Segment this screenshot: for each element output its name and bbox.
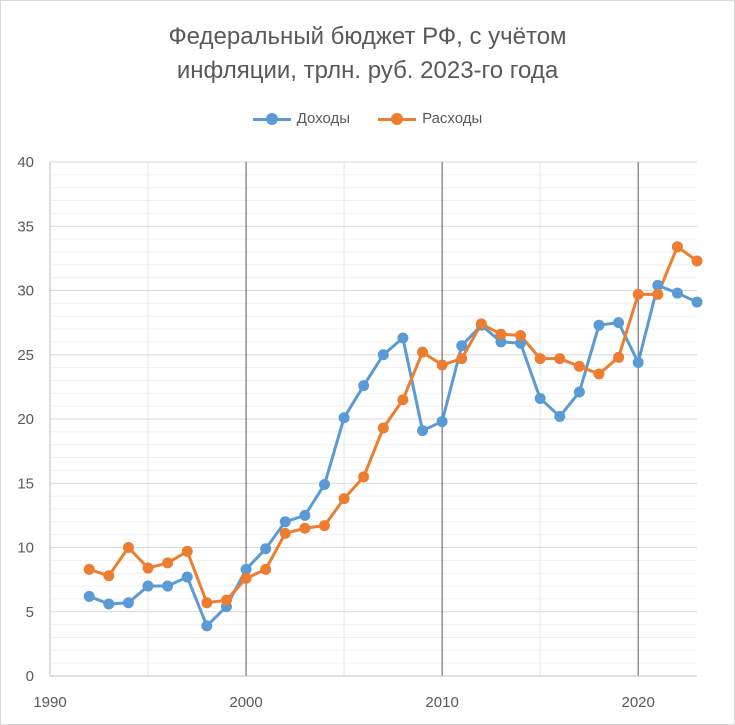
chart-legend: Доходы Расходы [0, 110, 735, 127]
data-point-income [299, 509, 311, 521]
data-point-income [201, 620, 213, 632]
y-tick-label: 40 [17, 154, 34, 171]
data-point-income [495, 336, 507, 348]
data-point-expenses [240, 572, 252, 584]
data-point-expenses [201, 597, 213, 609]
data-point-expenses [475, 318, 487, 330]
legend-item-expenses: Расходы [378, 110, 482, 127]
legend-label-expenses: Расходы [422, 110, 483, 127]
data-point-income [358, 380, 370, 392]
data-point-income [397, 332, 409, 344]
data-point-expenses [279, 527, 291, 539]
data-point-income [318, 479, 330, 491]
data-point-expenses [142, 562, 154, 574]
data-point-expenses [103, 570, 115, 582]
data-point-expenses [299, 522, 311, 534]
data-point-income [417, 425, 429, 437]
data-point-income [260, 543, 272, 555]
y-tick-label: 35 [17, 218, 34, 235]
y-tick-label: 5 [26, 604, 34, 621]
series-line-expenses [88, 245, 698, 605]
data-point-income [338, 412, 350, 424]
data-point-income [652, 279, 664, 291]
legend-swatch-expenses [378, 111, 417, 127]
data-point-expenses [318, 520, 330, 532]
y-tick-label: 10 [17, 540, 34, 557]
data-point-income [515, 337, 527, 349]
data-point-expenses [338, 493, 350, 505]
data-point-expenses [83, 563, 95, 575]
legend-swatch-income [252, 111, 291, 127]
data-point-income [613, 317, 625, 329]
data-point-income [240, 563, 252, 575]
data-point-expenses [573, 360, 585, 372]
data-point-expenses [652, 288, 664, 300]
chart-title-line1: Федеральный бюджет РФ, с учётом [168, 23, 567, 50]
data-point-expenses [397, 394, 409, 406]
data-point-expenses [593, 368, 605, 380]
series-line-income [88, 283, 698, 628]
data-point-income [279, 516, 291, 528]
x-tick-label: 2010 [425, 694, 458, 711]
y-tick-label: 15 [17, 475, 34, 492]
data-point-income [456, 340, 468, 352]
x-tick-label: 2000 [229, 694, 262, 711]
data-point-income [671, 287, 683, 299]
data-point-income [573, 386, 585, 398]
x-tick-label: 1990 [33, 694, 66, 711]
data-point-income [83, 590, 95, 602]
data-point-income [103, 598, 115, 610]
data-point-income [142, 580, 154, 592]
data-point-income [691, 296, 703, 308]
data-point-expenses [495, 328, 507, 340]
data-point-expenses [260, 563, 272, 575]
data-point-income [162, 580, 174, 592]
data-point-expenses [220, 594, 232, 606]
data-point-income [181, 571, 193, 583]
data-point-expenses [534, 353, 546, 365]
y-tick-label: 20 [17, 411, 34, 428]
data-point-income [554, 410, 566, 422]
data-point-expenses [515, 329, 527, 341]
data-point-expenses [456, 353, 468, 365]
data-point-income [377, 349, 389, 361]
data-point-expenses [554, 353, 566, 365]
y-tick-label: 30 [17, 283, 34, 300]
x-tick-label: 2020 [621, 694, 654, 711]
y-tick-label: 25 [17, 347, 34, 364]
data-point-expenses [162, 557, 174, 569]
data-point-expenses [691, 255, 703, 267]
legend-item-income: Доходы [252, 110, 351, 127]
data-point-income [534, 392, 546, 404]
data-point-income [632, 356, 644, 368]
data-point-expenses [122, 542, 134, 553]
y-tick-label: 0 [26, 668, 34, 685]
data-point-expenses [613, 351, 625, 363]
data-point-expenses [417, 346, 429, 358]
data-point-expenses [181, 545, 193, 557]
data-point-expenses [377, 422, 389, 434]
data-point-income [593, 319, 605, 331]
data-point-expenses [632, 288, 644, 300]
data-point-expenses [436, 359, 448, 371]
chart-title-line2: инфляции, трлн. руб. 2023-го года [176, 57, 559, 84]
data-point-expenses [358, 471, 370, 483]
chart-title: Федеральный бюджет РФ, с учётом инфляции… [0, 20, 735, 88]
data-point-income [436, 416, 448, 428]
data-point-expenses [671, 241, 683, 253]
data-point-income [122, 597, 134, 609]
legend-label-income: Доходы [296, 110, 351, 127]
